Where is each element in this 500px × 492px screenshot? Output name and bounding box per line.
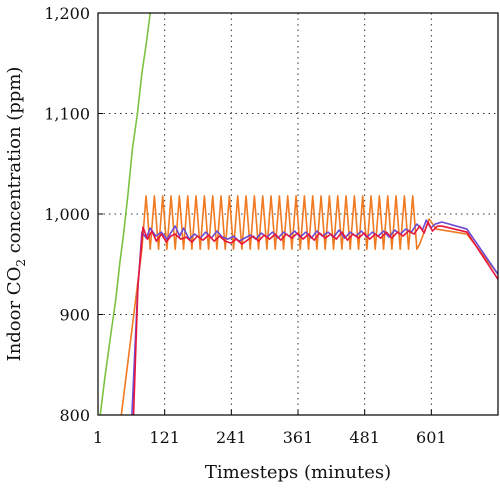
tick-layer: 1 121 241 361 481 601 800 900 1,000 1,100 1,200 [44, 4, 446, 447]
y-axis-title-part: concentration (ppm) [4, 67, 25, 259]
x-tick-label: 481 [349, 428, 380, 447]
y-axis-title-part: Indoor CO [4, 267, 25, 362]
y-axis-title: Indoor CO2 concentration (ppm) [4, 67, 28, 362]
y-tick-label: 1,000 [44, 205, 90, 224]
x-tick-label: 361 [283, 428, 314, 447]
y-tick-label: 1,100 [44, 105, 90, 124]
x-axis-title: Timesteps (minutes) [205, 462, 391, 483]
y-tick-label: 900 [59, 306, 90, 325]
series-line-green [99, 13, 152, 415]
x-tick-label: 241 [216, 428, 247, 447]
series-line-orange [120, 195, 498, 415]
series-line-purple [131, 219, 498, 415]
x-tick-label: 121 [149, 428, 180, 447]
y-tick-label: 800 [59, 406, 90, 425]
y-axis-title-subscript: 2 [14, 259, 28, 267]
series-line-red [132, 221, 498, 415]
series-layer [99, 13, 498, 415]
x-tick-label: 1 [93, 428, 103, 447]
y-tick-label: 1,200 [44, 4, 90, 23]
x-tick-label: 601 [416, 428, 447, 447]
